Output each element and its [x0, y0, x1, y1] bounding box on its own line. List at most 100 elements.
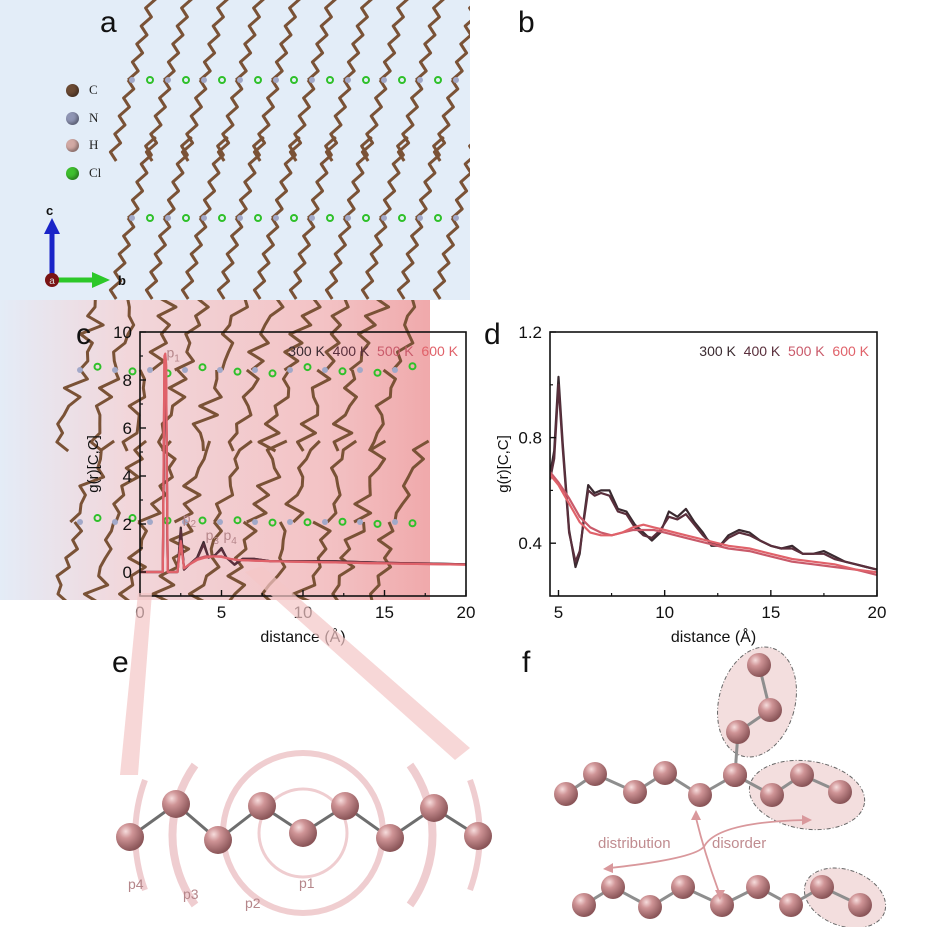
alkyl-chain	[271, 0, 301, 82]
chlorine-atom-icon	[66, 166, 79, 180]
x-tick-label: 10	[655, 603, 674, 622]
alkyl-chain	[220, 288, 249, 371]
carbon-atom	[671, 875, 695, 899]
alkyl-chain	[180, 79, 208, 162]
y-tick-label: 6	[123, 419, 132, 438]
legend-label: C	[89, 82, 98, 97]
chlorine-ion	[198, 363, 207, 372]
carbon-atom	[376, 824, 404, 852]
chlorine-ion	[408, 519, 417, 528]
plot-frame	[549, 331, 878, 597]
chlorine-ion	[303, 363, 312, 372]
alkyl-chain	[252, 79, 280, 162]
x-tick-label: 20	[457, 603, 476, 622]
y-axis-label: g(r)[C,C]	[495, 435, 512, 493]
nitrogen-atom	[165, 215, 171, 221]
projection-beam-right	[245, 566, 470, 760]
alkyl-chain	[257, 369, 291, 453]
carbon-atom	[723, 763, 747, 787]
alkyl-chain	[144, 217, 172, 300]
legend-item-chlorine: Cl	[66, 165, 101, 181]
chlorine-ion	[93, 362, 102, 371]
panel-label-f: f	[522, 646, 531, 679]
chlorine-ion	[398, 214, 406, 222]
panel-a-structure	[0, 0, 481, 300]
alkyl-chain	[216, 217, 244, 300]
chlorine-ion	[233, 516, 242, 525]
legend-entry: 600 K	[825, 343, 870, 359]
carbon-atom	[162, 790, 190, 818]
alkyl-chain	[288, 217, 316, 300]
carbon-atom-icon	[66, 83, 79, 97]
carbon-atom	[760, 783, 784, 807]
alkyl-chain	[112, 287, 137, 371]
disorder-ellipse-2	[748, 759, 866, 831]
carbon-atom	[810, 875, 834, 899]
arrowhead-up-icon	[691, 810, 701, 820]
shell-label-p2: p2	[245, 895, 261, 911]
chlorine-ion	[254, 76, 262, 84]
nitrogen-atom	[322, 367, 328, 373]
shell-label-p4: p4	[128, 876, 144, 892]
series-line-600K	[140, 352, 466, 574]
alkyl-chain	[108, 217, 136, 300]
alkyl-chain	[55, 521, 84, 605]
alkyl-chain	[235, 0, 265, 82]
disorder-label: disorder	[712, 835, 766, 852]
carbon-atom	[554, 782, 578, 806]
chlorine-ion	[218, 76, 226, 84]
chlorine-ion	[233, 367, 242, 376]
alkyl-chain	[360, 217, 388, 300]
x-tick-label: 20	[868, 603, 887, 622]
legend: 300 K 400 K 500 K 600 K	[288, 343, 458, 359]
alkyl-chain	[343, 0, 373, 82]
panel-label-a: a	[100, 6, 117, 39]
y-tick-label: 4	[123, 467, 132, 486]
chlorine-ion	[373, 368, 382, 377]
nitrogen-atom	[345, 77, 351, 83]
carbon-atom	[289, 819, 317, 847]
distribution-arrows	[609, 817, 806, 896]
nitrogen-atom	[165, 77, 171, 83]
nitrogen-atom	[309, 77, 315, 83]
alkyl-chain	[187, 521, 223, 605]
carbon-atom	[623, 780, 647, 804]
b-axis-label: b	[118, 273, 126, 288]
alkyl-chain	[367, 368, 397, 452]
chlorine-ion	[146, 214, 154, 222]
horizontal-arrow	[609, 819, 806, 869]
c-axis-label: c	[46, 203, 53, 218]
alkyl-chain	[118, 521, 148, 605]
alkyl-chain	[252, 217, 280, 300]
panel-label-d: d	[484, 318, 501, 351]
chlorine-ion	[362, 76, 370, 84]
alkyl-chain	[415, 0, 445, 82]
y-tick-label: 0.4	[518, 534, 542, 553]
legend-item-hydrogen: H	[66, 137, 98, 153]
carbon-atom	[758, 698, 782, 722]
series-line-300K	[550, 375, 877, 571]
panel-label-b: b	[518, 6, 535, 39]
shell-label-p3: p3	[183, 886, 199, 902]
alkyl-chain	[199, 0, 229, 82]
structure-a-image	[108, 0, 481, 300]
plot-frame	[139, 331, 467, 597]
nitrogen-atom	[252, 519, 258, 525]
alkyl-chain	[451, 0, 481, 82]
nitrogen-atom	[417, 215, 423, 221]
chlorine-ion	[128, 367, 137, 376]
nitrogen-atom	[357, 367, 363, 373]
alkyl-chain	[284, 439, 321, 524]
alkyl-chain	[174, 287, 216, 372]
carbon-atom	[848, 893, 872, 917]
alkyl-chain	[55, 369, 89, 453]
panel-label-e: e	[112, 646, 129, 679]
alkyl-chain	[324, 287, 361, 371]
carbon-atom	[248, 792, 276, 820]
alkyl-chain	[216, 79, 244, 162]
legend-item-nitrogen: N	[66, 110, 98, 126]
chlorine-ion	[268, 369, 277, 378]
chlorine-ion	[326, 214, 334, 222]
carbon-atom	[779, 893, 803, 917]
peak-label: p3	[206, 527, 220, 547]
